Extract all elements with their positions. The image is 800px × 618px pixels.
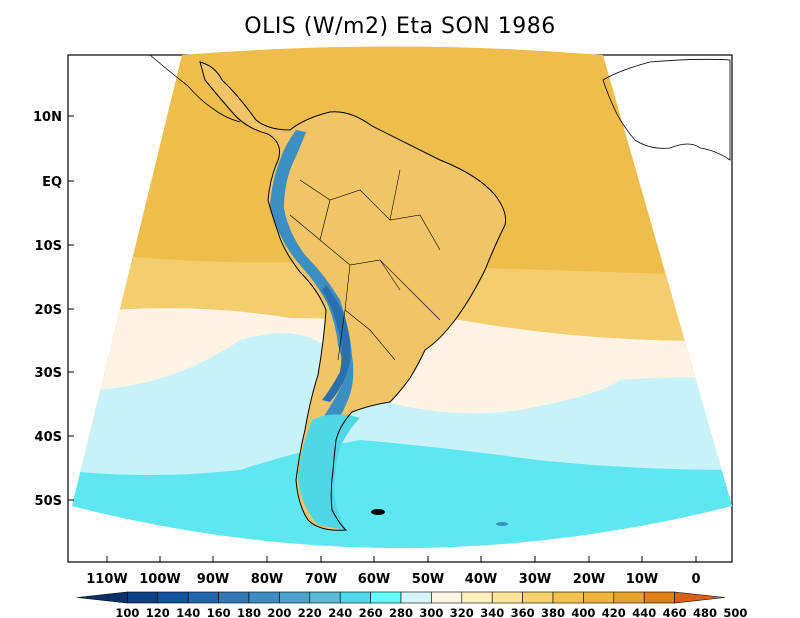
colorbar-level-label: 400 bbox=[571, 606, 595, 618]
colorbar-swatch bbox=[400, 591, 432, 604]
lon-tick-label: 90W bbox=[197, 572, 229, 587]
lat-tick-label: 20S bbox=[35, 303, 62, 318]
falkland-islands bbox=[371, 509, 385, 515]
colorbar-swatch bbox=[127, 591, 159, 604]
map-title: OLIS (W/m2) Eta SON 1986 bbox=[244, 14, 556, 39]
lon-tick-label: 80W bbox=[251, 572, 283, 587]
colorbar: 100 120 140 160 180 200 220 240 260 280 300 320 340 3… bbox=[76, 591, 747, 618]
colorbar-level-label: 180 bbox=[237, 606, 261, 618]
colorbar-level-label: 300 bbox=[419, 606, 443, 618]
lat-tick-label: 30S bbox=[35, 366, 62, 381]
ocean-cyan-band bbox=[72, 440, 732, 548]
colorbar-swatch bbox=[76, 591, 128, 604]
lon-tick-label: 40W bbox=[465, 572, 497, 587]
colorbar-level-label: 100 bbox=[115, 606, 139, 618]
colorbar-level-label: 260 bbox=[359, 606, 383, 618]
colorbar-swatch bbox=[370, 591, 402, 604]
colorbar-level-label: 380 bbox=[541, 606, 565, 618]
colorbar-swatch bbox=[613, 591, 645, 604]
colorbar-swatch bbox=[218, 591, 250, 604]
colorbar-level-label: 480 bbox=[693, 606, 717, 618]
lon-tick-label: 0 bbox=[691, 572, 700, 587]
model-domain bbox=[72, 46, 732, 548]
africa-coastline bbox=[602, 58, 731, 161]
colorbar-level-label: 120 bbox=[146, 606, 170, 618]
colorbar-swatch bbox=[552, 591, 584, 604]
lon-tick-label: 50W bbox=[412, 572, 444, 587]
colorbar-swatch bbox=[309, 591, 341, 604]
colorbar-swatch bbox=[248, 591, 280, 604]
latitude-axis: 10N EQ 10S 20S 30S 40S 50S bbox=[33, 110, 74, 509]
colorbar-level-label: 240 bbox=[328, 606, 352, 618]
colorbar-level-label: 340 bbox=[480, 606, 504, 618]
colorbar-swatch bbox=[339, 591, 371, 604]
colorbar-swatch bbox=[491, 591, 523, 604]
coastline bbox=[199, 61, 506, 531]
colorbar-swatch bbox=[643, 591, 675, 604]
colorbar-level-label: 160 bbox=[207, 606, 231, 618]
country-borders bbox=[289, 169, 441, 361]
colorbar-swatch bbox=[279, 591, 311, 604]
colorbar-swatch bbox=[522, 591, 554, 604]
lon-tick-label: 60W bbox=[358, 572, 390, 587]
colorbar-level-label: 320 bbox=[450, 606, 474, 618]
colorbar-swatch bbox=[157, 591, 189, 604]
colorbar-level-label: 280 bbox=[389, 606, 413, 618]
patagonia-band bbox=[298, 414, 360, 530]
colorbar-swatch bbox=[431, 591, 463, 604]
lon-tick-label: 70W bbox=[305, 572, 337, 587]
lat-tick-label: 10S bbox=[35, 239, 62, 254]
colorbar-level-label: 200 bbox=[267, 606, 291, 618]
lon-tick-label: 10W bbox=[626, 572, 658, 587]
colorbar-level-label: 440 bbox=[632, 606, 656, 618]
lon-tick-label: 20W bbox=[573, 572, 605, 587]
central-america-coastline bbox=[149, 54, 241, 123]
colorbar-level-label: 420 bbox=[602, 606, 626, 618]
colorbar-level-label: 140 bbox=[176, 606, 200, 618]
andes-high-cloud bbox=[322, 285, 351, 402]
colorbar-swatch bbox=[461, 591, 493, 604]
south-georgia-island bbox=[496, 522, 508, 526]
lat-tick-label: EQ bbox=[42, 175, 62, 190]
lon-tick-label: 110W bbox=[86, 572, 127, 587]
colorbar-swatch bbox=[187, 591, 219, 604]
colorbar-level-label: 360 bbox=[511, 606, 535, 618]
longitude-axis: 110W 100W 90W 80W 70W 60W 50W 40W 30W 20W 10W 0 bbox=[86, 556, 701, 587]
lat-tick-label: 10N bbox=[33, 110, 62, 125]
colorbar-swatch bbox=[583, 591, 615, 604]
lat-tick-label: 40S bbox=[35, 430, 62, 445]
lon-tick-label: 100W bbox=[139, 572, 180, 587]
lat-tick-label: 50S bbox=[35, 494, 62, 509]
colorbar-level-label: 500 bbox=[723, 606, 747, 618]
colorbar-level-label: 220 bbox=[298, 606, 322, 618]
colorbar-level-label: 460 bbox=[663, 606, 687, 618]
colorbar-swatch bbox=[674, 591, 726, 604]
lon-tick-label: 30W bbox=[519, 572, 551, 587]
